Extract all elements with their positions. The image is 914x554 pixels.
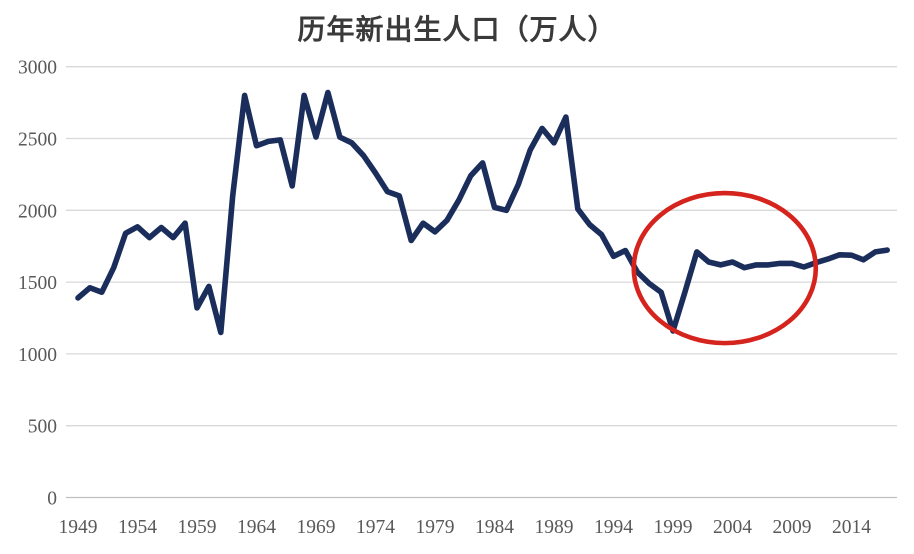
x-tick-label: 2014 [832,517,871,538]
y-tick-label: 1000 [18,345,57,366]
x-tick-label: 1999 [654,517,693,538]
x-tick-label: 1994 [594,517,633,538]
x-tick-label: 1979 [416,517,455,538]
highlight-ellipse [631,190,819,346]
chart-title: 历年新出生人口（万人） [297,15,617,46]
x-tick-label: 1989 [535,517,574,538]
y-tick-label: 500 [28,417,57,438]
x-tick-label: 1984 [475,517,514,538]
birth-trend-line [75,89,891,336]
x-tick-label: 1959 [178,517,217,538]
x-tick-label: 1964 [237,517,276,538]
x-tick-label: 1974 [356,517,395,538]
x-tick-label: 1969 [297,517,336,538]
y-tick-label: 0 [47,489,57,510]
y-tick-label: 3000 [18,58,57,79]
x-tick-label: 2004 [713,517,752,538]
y-tick-label: 1500 [18,273,57,294]
x-tick-label: 1949 [59,517,98,538]
y-tick-label: 2000 [18,201,57,222]
y-tick-label: 2500 [18,130,57,151]
x-tick-label: 1954 [118,517,157,538]
x-tick-label: 2009 [773,517,812,538]
